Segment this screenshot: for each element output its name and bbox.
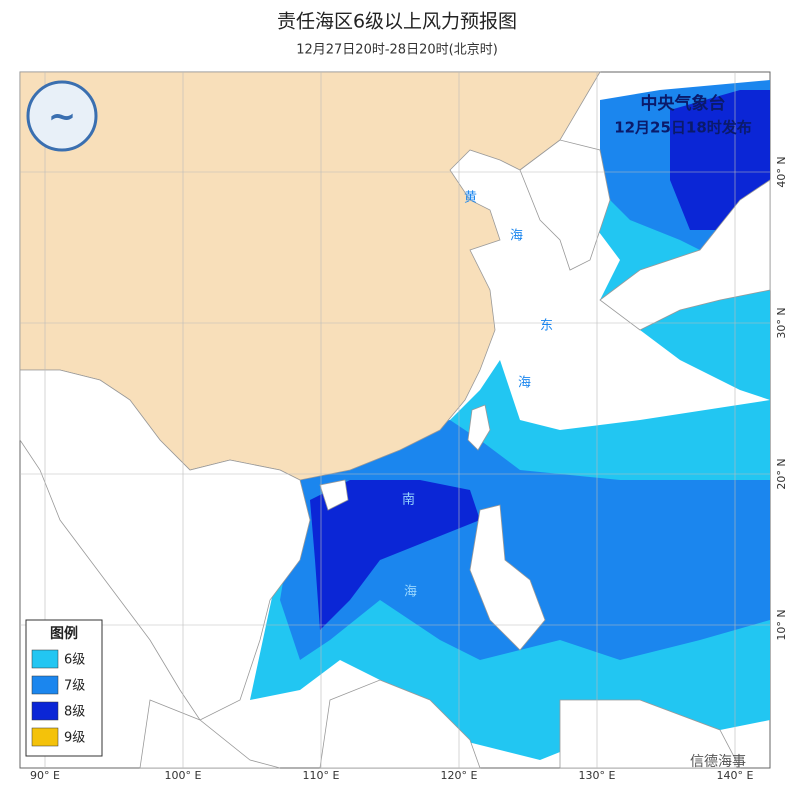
legend-swatch bbox=[31, 675, 59, 695]
guinea-land bbox=[559, 699, 741, 769]
logo-mark: ~ bbox=[48, 97, 77, 137]
zone-8 bbox=[310, 480, 480, 630]
japan-land bbox=[599, 179, 771, 331]
korea-land bbox=[519, 139, 611, 271]
zone-8 bbox=[670, 90, 770, 230]
latitude-label: 40° N bbox=[775, 156, 788, 187]
watermark: 信德海事 bbox=[690, 754, 746, 770]
longitude-label: 140° E bbox=[717, 769, 754, 782]
latitude-label: 10° N bbox=[775, 609, 788, 640]
longitude-label: 130° E bbox=[579, 769, 616, 782]
legend: 图例 6级 7级 8级 9级 bbox=[25, 619, 103, 757]
graticule: 90° E 100° E 110° E 120° E 130° E 140° E 40° N… bbox=[20, 72, 788, 782]
legend-label: 6级 bbox=[64, 653, 85, 668]
longitude-label: 120° E bbox=[441, 769, 478, 782]
title: 责任海区6级以上风力预报图 bbox=[277, 11, 517, 33]
issue-time: 12月25日18时发布 bbox=[614, 119, 752, 137]
longitude-label: 110° E bbox=[303, 769, 340, 782]
longitude-label: 90° E bbox=[30, 769, 60, 782]
legend-swatch bbox=[31, 701, 59, 721]
sea-label: 海 bbox=[518, 376, 531, 391]
logo bbox=[26, 80, 98, 152]
sea-label: 黄 bbox=[464, 191, 477, 206]
latitude-label: 20° N bbox=[775, 458, 788, 489]
borneo-land bbox=[319, 679, 481, 769]
indochina-land bbox=[19, 369, 311, 721]
sea-label: 海 bbox=[404, 585, 417, 600]
issuer-name: 中央气象台 bbox=[641, 93, 726, 114]
sea-label: 海 bbox=[510, 229, 523, 244]
map-frame: 90° E 100° E 110° E 120° E 130° E 140° E 40° N… bbox=[19, 71, 788, 782]
legend-label: 8级 bbox=[64, 705, 85, 720]
legend-label: 9级 bbox=[64, 731, 85, 746]
malay-land bbox=[139, 699, 281, 769]
latitude-label: 30° N bbox=[775, 307, 788, 338]
sea-label: 东 bbox=[540, 319, 553, 334]
longitude-label: 100° E bbox=[165, 769, 202, 782]
legend-title: 图例 bbox=[50, 625, 78, 642]
subtitle: 12月27日20时-28日20时(北京时) bbox=[296, 43, 498, 58]
hainan-land bbox=[319, 479, 349, 511]
sea-label: 南 bbox=[402, 492, 415, 508]
taiwan-land bbox=[467, 404, 491, 451]
legend-label: 7级 bbox=[64, 679, 85, 694]
wind-zones bbox=[180, 80, 770, 760]
philippines-land bbox=[469, 504, 546, 651]
legend-swatch bbox=[31, 727, 59, 747]
legend-swatch bbox=[31, 649, 59, 669]
